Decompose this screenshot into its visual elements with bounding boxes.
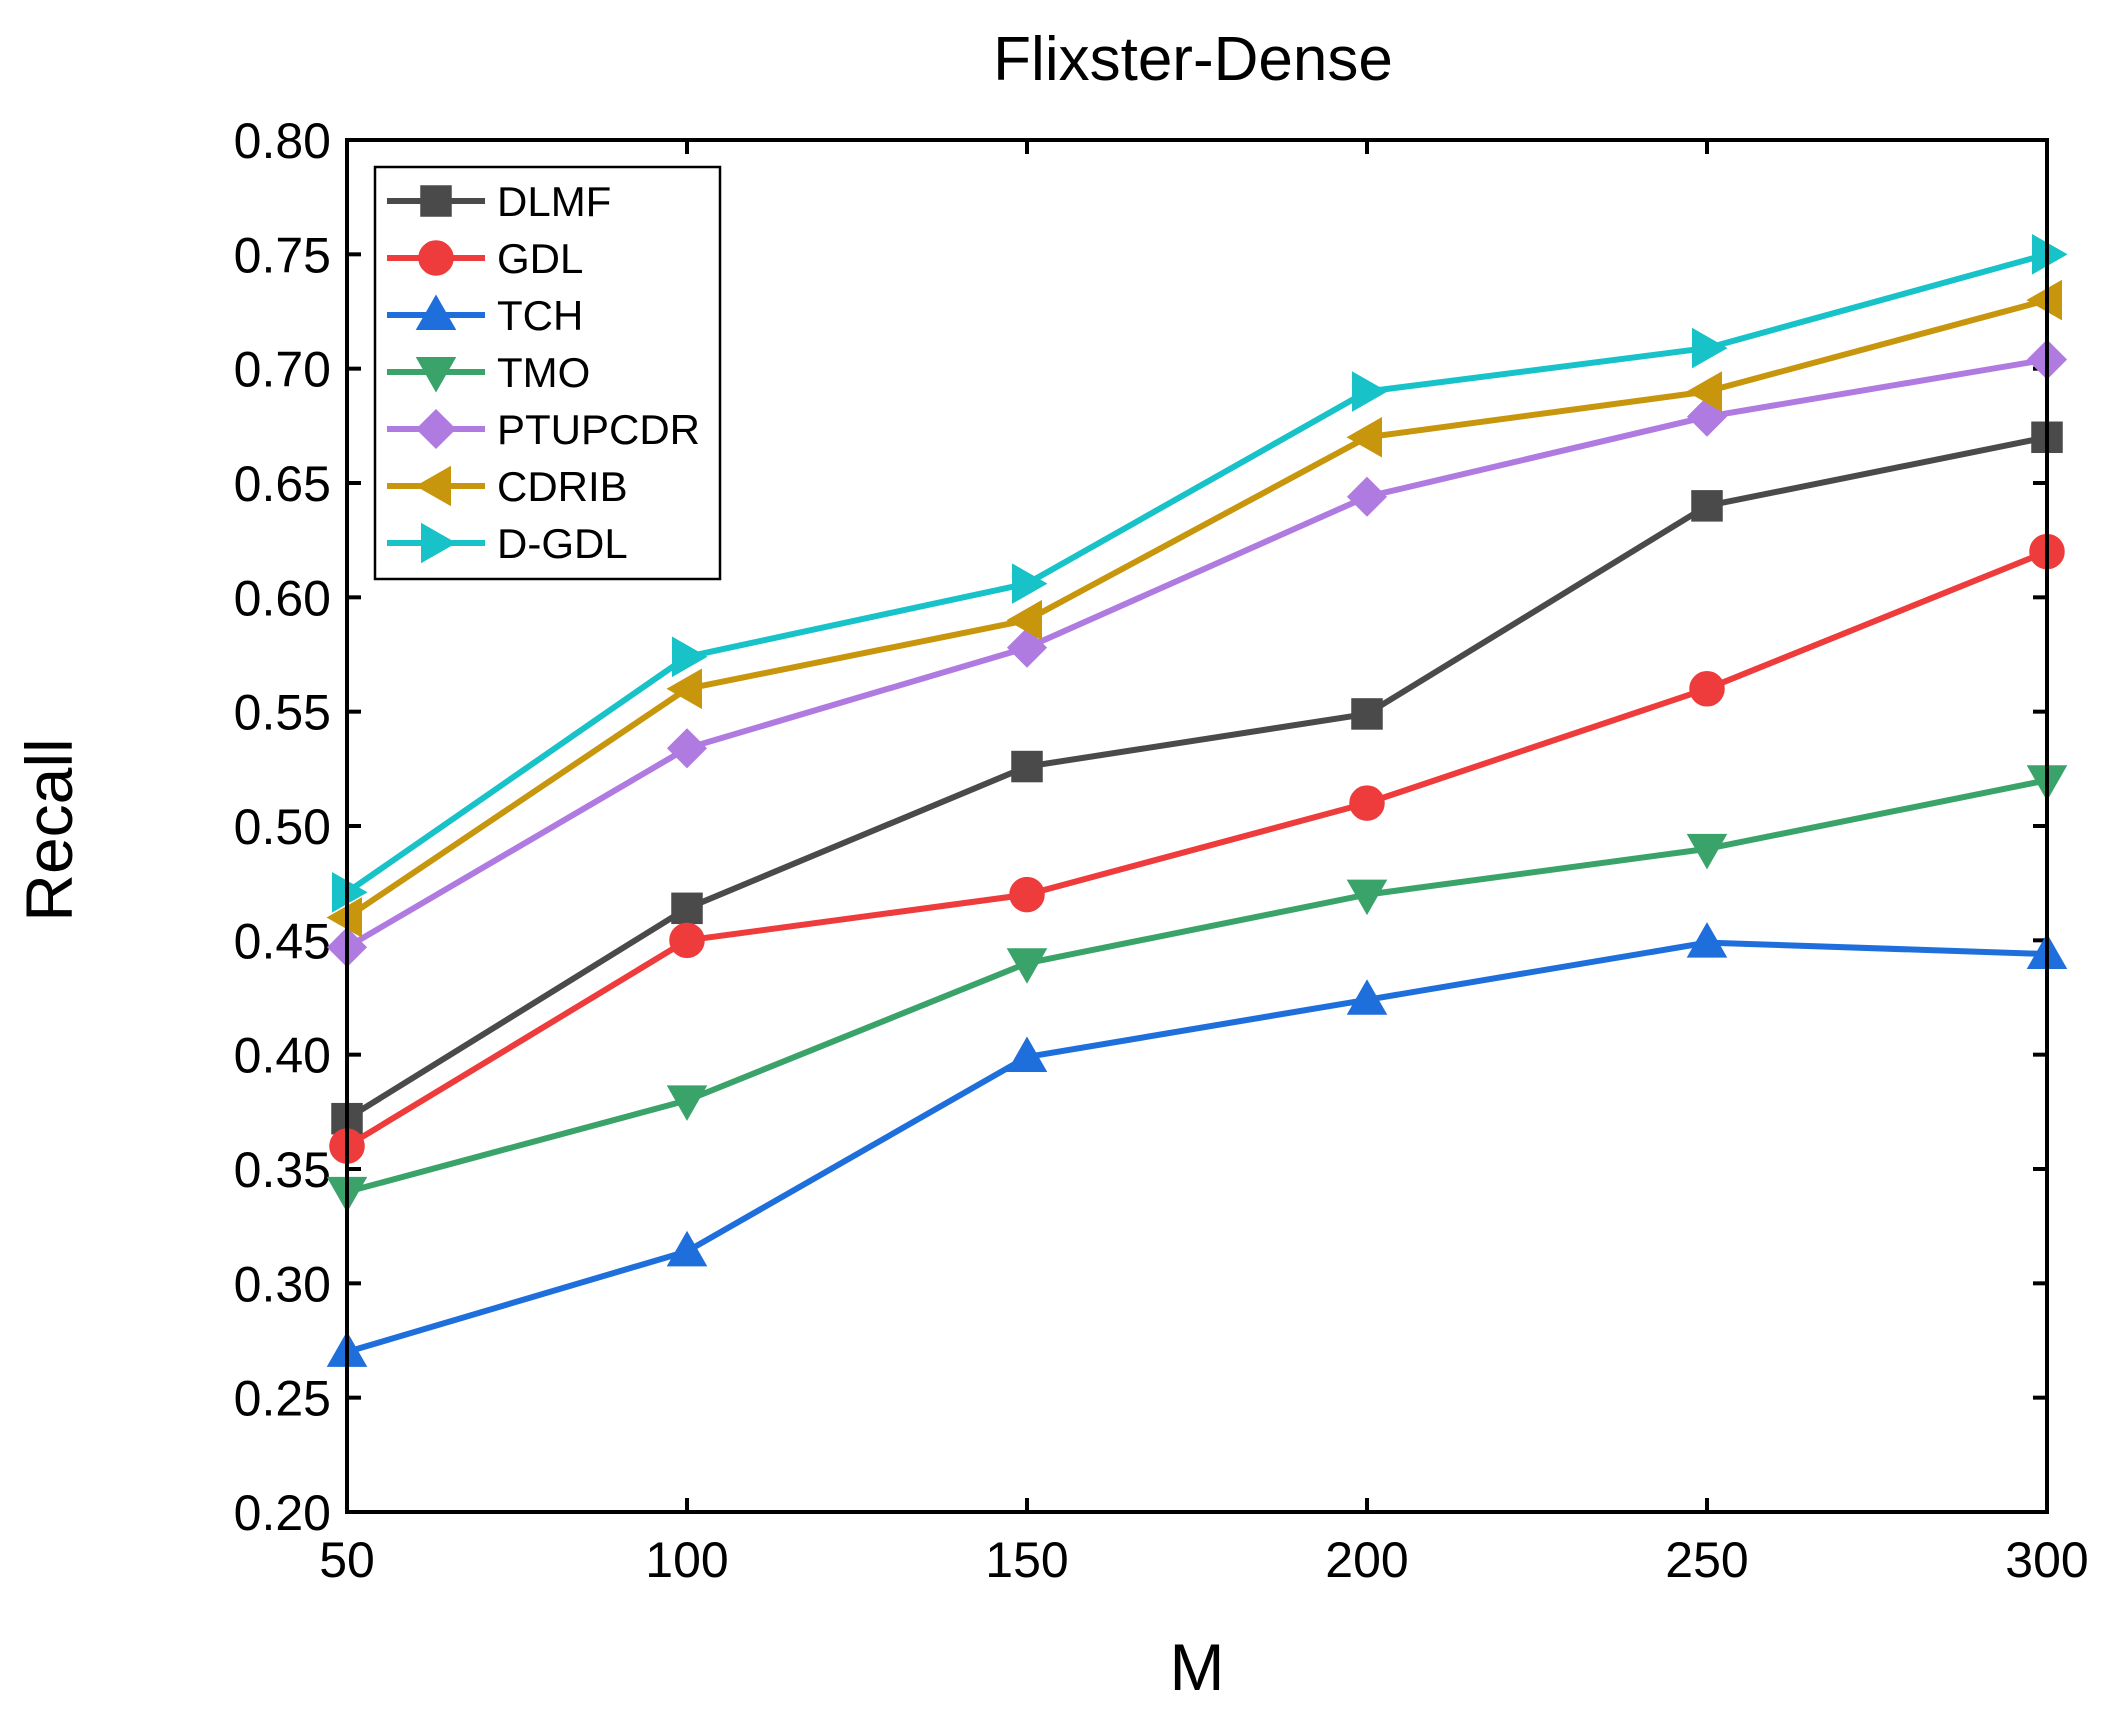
series-line-gdl bbox=[345, 548, 2049, 1149]
x-axis-title: M bbox=[1170, 1630, 1225, 1704]
axis-ticks: 0.20 0.25 0.30 0.35 0.40 0.45 0.50 0.55 0.60 0.65… bbox=[234, 113, 2089, 1588]
legend-marker bbox=[420, 185, 452, 217]
series-d-gdl bbox=[332, 234, 2068, 913]
data-point-gdl bbox=[1009, 876, 1045, 913]
series-tmo bbox=[326, 765, 2068, 1213]
y-tick-label: 0.60 bbox=[234, 570, 331, 626]
data-point-cdrib bbox=[666, 668, 702, 710]
data-point-cdrib bbox=[326, 897, 362, 938]
legend-item-ptupcdr: PTUPCDR bbox=[387, 406, 700, 453]
series-line-d-gdl bbox=[345, 251, 2048, 895]
y-tick-label: 0.20 bbox=[234, 1485, 331, 1541]
data-point-ptupcdr bbox=[1346, 476, 1388, 517]
y-tick-label: 0.35 bbox=[234, 1142, 331, 1198]
legend-label: PTUPCDR bbox=[497, 406, 700, 453]
series-line-tmo bbox=[346, 777, 2048, 1195]
data-point-ptupcdr bbox=[666, 728, 708, 769]
data-point-cdrib bbox=[1346, 416, 1382, 458]
y-tick-label: 0.80 bbox=[234, 113, 331, 169]
data-point-tmo bbox=[1686, 833, 1728, 870]
data-point-tch bbox=[666, 1230, 708, 1267]
series-ptupcdr bbox=[326, 339, 2068, 968]
legend-item-dlmf: DLMF bbox=[387, 178, 611, 225]
data-point-tch bbox=[1346, 979, 1388, 1015]
series-line-cdrib bbox=[345, 297, 2048, 920]
y-tick-label: 0.50 bbox=[234, 799, 331, 855]
y-tick-label: 0.30 bbox=[234, 1256, 331, 1312]
legend: DLMF GDL TCH TMO PTUPCDR CDRIB D-GDL bbox=[373, 165, 722, 581]
y-tick-label: 0.75 bbox=[234, 227, 331, 283]
legend-item-tch: TCH bbox=[387, 292, 583, 339]
series-gdl bbox=[329, 533, 2065, 1164]
data-point-gdl bbox=[1689, 671, 1725, 707]
data-point-gdl bbox=[1349, 785, 1385, 821]
legend-label: DLMF bbox=[497, 178, 611, 225]
data-point-d-gdl bbox=[2032, 234, 2068, 275]
legend-label: D-GDL bbox=[497, 520, 628, 567]
data-point-tmo bbox=[1006, 948, 1048, 984]
x-tick-label: 150 bbox=[985, 1532, 1068, 1588]
data-point-d-gdl bbox=[1692, 327, 1728, 369]
series-line-dlmf bbox=[345, 434, 2048, 1122]
y-tick-label: 0.70 bbox=[234, 342, 331, 398]
series-tch bbox=[326, 922, 2068, 1367]
legend-item-cdrib: CDRIB bbox=[387, 463, 628, 510]
data-point-tmo bbox=[666, 1085, 708, 1121]
data-point-d-gdl bbox=[1012, 563, 1048, 604]
legend-label: CDRIB bbox=[497, 463, 628, 510]
legend-item-tmo: TMO bbox=[387, 349, 590, 396]
data-point-dlmf bbox=[671, 892, 703, 925]
legend-marker bbox=[415, 465, 451, 507]
data-point-tch bbox=[1686, 922, 1728, 958]
y-tick-label: 0.55 bbox=[234, 685, 331, 741]
x-tick-label: 100 bbox=[645, 1532, 728, 1588]
legend-label: GDL bbox=[497, 235, 583, 282]
data-point-d-gdl bbox=[1352, 371, 1388, 412]
x-tick-label: 50 bbox=[319, 1532, 375, 1588]
legend-box bbox=[373, 165, 722, 581]
x-tick-label: 250 bbox=[1665, 1532, 1748, 1588]
plot-frame bbox=[345, 138, 2049, 1514]
data-point-dlmf bbox=[1011, 750, 1043, 783]
legend-marker bbox=[415, 357, 457, 393]
y-axis-title: Recall bbox=[12, 738, 86, 921]
y-tick-label: 0.45 bbox=[234, 913, 331, 969]
data-point-gdl bbox=[669, 922, 705, 959]
data-point-cdrib bbox=[2026, 279, 2062, 321]
legend-marker bbox=[421, 522, 457, 564]
legend-item-d-gdl: D-GDL bbox=[387, 520, 628, 567]
y-tick-label: 0.40 bbox=[234, 1028, 331, 1084]
chart-title: Flixster-Dense bbox=[993, 25, 1393, 94]
series-line-tch bbox=[346, 939, 2048, 1355]
data-point-tch bbox=[1006, 1036, 1048, 1072]
data-point-cdrib bbox=[1686, 371, 1722, 412]
legend-marker bbox=[415, 294, 457, 330]
data-point-d-gdl bbox=[672, 636, 708, 678]
data-point-dlmf bbox=[1691, 490, 1723, 522]
y-tick-label: 0.65 bbox=[234, 456, 331, 512]
legend-item-gdl: GDL bbox=[387, 235, 583, 282]
data-point-ptupcdr bbox=[1006, 627, 1048, 668]
legend-marker bbox=[418, 240, 454, 276]
data-point-d-gdl bbox=[332, 872, 368, 913]
legend-label: TCH bbox=[497, 292, 583, 339]
legend-marker bbox=[415, 408, 457, 450]
data-point-dlmf bbox=[1351, 698, 1383, 730]
series-cdrib bbox=[326, 279, 2062, 938]
y-tick-label: 0.25 bbox=[234, 1371, 331, 1427]
legend-label: TMO bbox=[497, 349, 590, 396]
x-tick-label: 300 bbox=[2005, 1532, 2088, 1588]
series-line-ptupcdr bbox=[345, 356, 2048, 950]
data-point-cdrib bbox=[1006, 599, 1042, 641]
data-point-tmo bbox=[1346, 879, 1388, 916]
x-tick-label: 200 bbox=[1325, 1532, 1408, 1588]
